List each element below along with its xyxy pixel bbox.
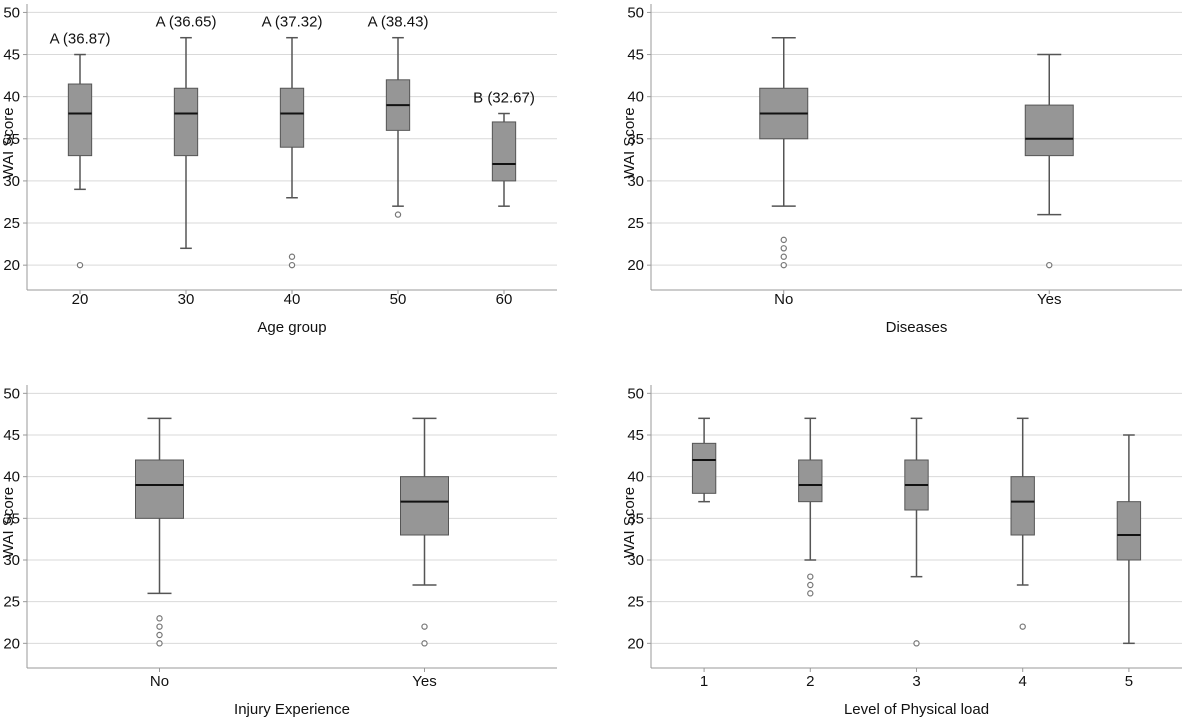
- y-tick-label: 45: [627, 47, 644, 64]
- box-iqr: [135, 459, 184, 519]
- y-tick-label: 35: [3, 131, 20, 148]
- y-tick-label: 45: [3, 427, 20, 444]
- outlier-point: [76, 261, 84, 269]
- x-tick-label: No: [150, 673, 169, 690]
- y-tick-label: 30: [3, 552, 20, 569]
- group-annotation: A (38.43): [368, 14, 429, 31]
- y-tick-label: 40: [3, 469, 20, 486]
- y-axis-label: WAI Score: [621, 487, 638, 558]
- y-tick-label: 50: [627, 4, 644, 21]
- y-tick-label: 20: [627, 257, 644, 274]
- box-iqr: [173, 87, 199, 157]
- box-iqr: [1010, 476, 1035, 536]
- outlier-point: [1019, 623, 1026, 630]
- x-tick-label: 4: [1019, 673, 1027, 690]
- y-tick-label: 35: [3, 510, 20, 527]
- x-tick-label: 20: [72, 291, 89, 308]
- y-tick-label: 25: [3, 215, 20, 232]
- outlier-point: [807, 590, 814, 597]
- y-tick-label: 30: [627, 173, 644, 190]
- y-tick-label: 30: [627, 552, 644, 569]
- y-tick-label: 40: [627, 89, 644, 106]
- outlier-point: [780, 236, 787, 244]
- y-tick-label: 20: [3, 257, 20, 274]
- outlier-point: [1046, 261, 1053, 269]
- group-annotation: B (32.67): [473, 90, 535, 107]
- box-iqr: [1024, 104, 1074, 157]
- outlier-point: [807, 573, 814, 580]
- y-tick-label: 30: [3, 173, 20, 190]
- x-axis-label: Diseases: [886, 319, 948, 336]
- box-iqr: [798, 459, 823, 503]
- outlier-point: [780, 253, 787, 260]
- x-tick-label: Yes: [1037, 291, 1061, 308]
- y-tick-label: 35: [627, 510, 644, 527]
- x-tick-label: 3: [912, 673, 920, 690]
- group-annotation: A (36.65): [156, 14, 217, 31]
- x-tick-label: 50: [390, 291, 407, 308]
- x-tick-label: 5: [1125, 673, 1133, 690]
- outlier-point: [421, 640, 428, 647]
- outlier-point: [913, 640, 920, 647]
- y-tick-label: 40: [3, 89, 20, 106]
- box-iqr: [691, 442, 717, 494]
- chart-panel-2: 20 25 30 35 40 45 50 WAI Score Diseases No Yes: [621, 4, 1182, 336]
- outlier-point: [394, 211, 402, 218]
- box-iqr: [400, 476, 449, 536]
- x-axis-label: Level of Physical load: [844, 701, 989, 718]
- box-iqr: [279, 87, 305, 148]
- y-tick-label: 35: [627, 131, 644, 148]
- x-axis-label: Age group: [257, 319, 326, 336]
- box-iqr: [1116, 501, 1142, 561]
- y-tick-label: 45: [627, 427, 644, 444]
- y-axis-label: WAI Score: [0, 107, 17, 178]
- x-tick-label: 30: [178, 291, 195, 308]
- x-tick-label: 40: [284, 291, 301, 308]
- y-tick-label: 45: [3, 47, 20, 64]
- x-tick-label: 60: [496, 291, 513, 308]
- chart-panel-3: 20 25 30 35 40 45 50 WAI Score Injury Experience…: [0, 385, 557, 718]
- outlier-point: [288, 253, 296, 260]
- box-iqr: [67, 83, 93, 157]
- y-tick-label: 25: [627, 215, 644, 232]
- outlier-point: [807, 581, 814, 589]
- group-annotation: A (36.87): [50, 31, 111, 48]
- y-tick-label: 50: [3, 4, 20, 21]
- y-tick-label: 50: [3, 385, 20, 402]
- y-tick-label: 20: [3, 635, 20, 652]
- x-axis-label: Injury Experience: [234, 701, 350, 718]
- outlier-point: [780, 261, 787, 269]
- y-tick-label: 25: [3, 594, 20, 611]
- outlier-point: [156, 615, 163, 622]
- x-tick-label: 2: [806, 673, 814, 690]
- y-tick-label: 25: [627, 594, 644, 611]
- box-iqr: [491, 121, 517, 182]
- outlier-point: [156, 623, 163, 630]
- y-tick-label: 40: [627, 469, 644, 486]
- x-tick-label: 1: [700, 673, 708, 690]
- outlier-point: [288, 261, 296, 269]
- outlier-point: [421, 623, 428, 630]
- y-axis-label: WAI Score: [0, 487, 17, 558]
- x-tick-label: Yes: [412, 673, 436, 690]
- y-tick-label: 20: [627, 635, 644, 652]
- outlier-point: [156, 640, 163, 647]
- x-tick-label: No: [774, 291, 793, 308]
- outlier-point: [780, 245, 787, 252]
- chart-panel-1: 20 25 30 35 40 45 50 WAI Score Age group 20 A (36.…: [0, 4, 557, 336]
- y-axis-label: WAI Score: [621, 107, 638, 178]
- group-annotation: A (37.32): [262, 14, 323, 31]
- y-tick-label: 50: [627, 385, 644, 402]
- outlier-point: [156, 631, 163, 639]
